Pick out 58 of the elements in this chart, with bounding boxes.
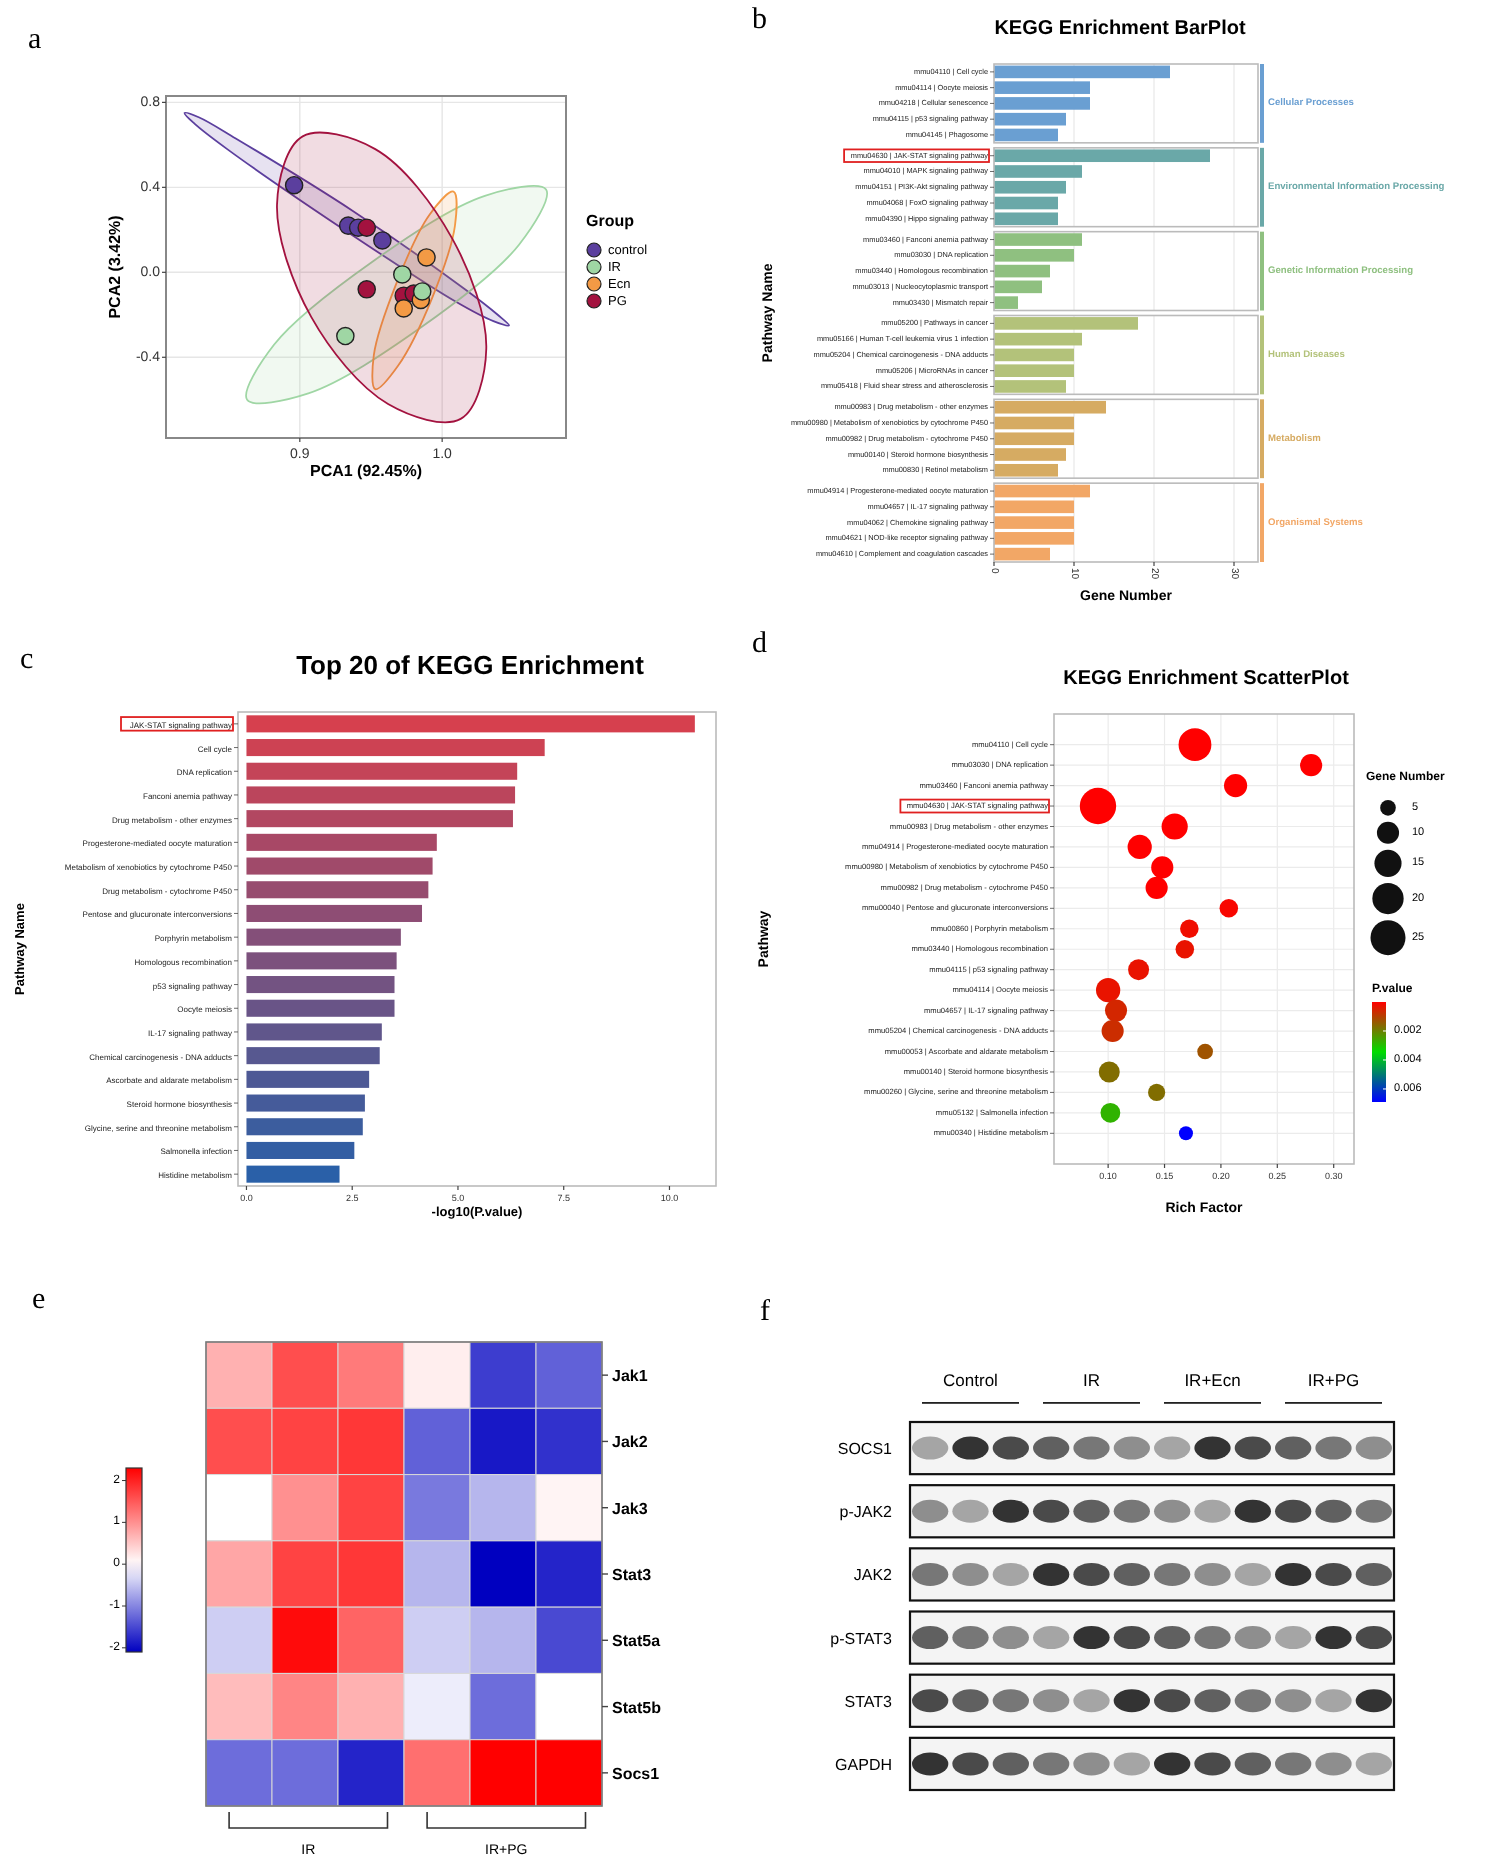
category-label: IR+Ecn xyxy=(1184,1370,1242,1390)
text: a xyxy=(28,24,42,56)
y-tick-label: Jak1 xyxy=(612,1366,649,1385)
category-label: IR xyxy=(1083,1370,1100,1390)
y-tick-label: Stat5b xyxy=(612,1697,662,1716)
bar xyxy=(246,833,437,851)
y-tick-label: Jak3 xyxy=(612,1498,649,1517)
y-tick-label: Stat5a xyxy=(612,1631,662,1650)
bar xyxy=(246,999,395,1017)
bar xyxy=(246,881,429,899)
category-label: STAT3 xyxy=(844,1691,892,1710)
point xyxy=(417,248,436,267)
x-axis-title: PCA1 (92.45%) xyxy=(309,462,423,480)
category-label: p-STAT3 xyxy=(830,1628,892,1647)
point xyxy=(357,218,377,237)
category-label: JAK2 xyxy=(853,1565,892,1584)
point xyxy=(357,280,377,299)
bar xyxy=(246,928,401,946)
point xyxy=(284,175,304,195)
point xyxy=(394,299,414,318)
bar xyxy=(246,952,397,970)
text: c xyxy=(20,644,34,676)
bar xyxy=(246,1047,380,1065)
bar xyxy=(246,976,395,994)
chart-title: KEGG Enrichment ScatterPlot xyxy=(1063,668,1351,690)
bar xyxy=(246,810,513,828)
bar xyxy=(246,1141,355,1159)
bar xyxy=(246,786,516,804)
text: e xyxy=(32,1284,46,1316)
bar xyxy=(246,1023,382,1041)
category-label: GAPDH xyxy=(835,1754,892,1773)
point xyxy=(412,282,432,301)
y-axis-title: PCA2 (3.42%) xyxy=(106,214,124,319)
bar xyxy=(246,715,695,733)
category-label: Control xyxy=(943,1370,999,1390)
bar xyxy=(246,1094,365,1112)
y-tick-label: Jak2 xyxy=(612,1432,649,1451)
point xyxy=(336,326,355,346)
bar xyxy=(246,739,545,757)
bar xyxy=(246,857,433,875)
chart-title: KEGG Enrichment BarPlot xyxy=(994,18,1247,40)
chart-title: Top 20 of KEGG Enrichment xyxy=(296,650,646,680)
text: b xyxy=(752,4,767,36)
point xyxy=(373,231,392,250)
legend-title: Group xyxy=(586,212,635,230)
category-label: p-JAK2 xyxy=(839,1502,892,1521)
bar xyxy=(246,904,423,922)
bar xyxy=(246,1070,370,1088)
text: d xyxy=(752,628,768,660)
bar xyxy=(246,1118,363,1136)
point xyxy=(393,265,412,284)
bar xyxy=(246,762,518,780)
category-label: SOCS1 xyxy=(837,1439,892,1458)
y-tick-label: Stat3 xyxy=(612,1565,653,1583)
y-tick-label: Socs1 xyxy=(612,1763,661,1782)
text: f xyxy=(760,1296,770,1328)
bar xyxy=(246,1165,340,1183)
category-label: IR+PG xyxy=(1307,1370,1360,1390)
